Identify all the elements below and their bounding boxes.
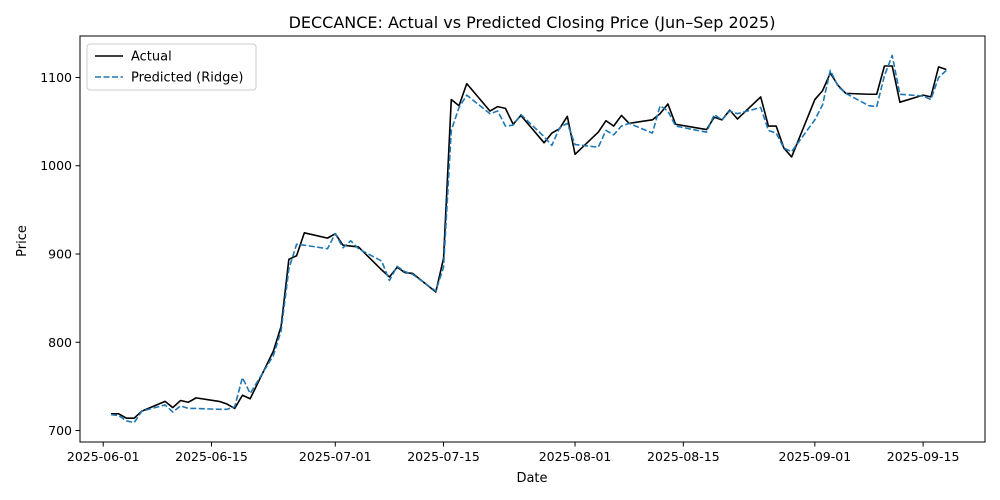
x-tick-label: 2025-08-15 xyxy=(647,449,720,464)
y-tick-label: 700 xyxy=(48,423,72,438)
legend-label: Actual xyxy=(131,50,172,65)
x-tick-label: 2025-07-15 xyxy=(407,449,480,464)
y-tick-label: 1100 xyxy=(40,70,72,85)
y-axis: 700 800 900 1000 1100 xyxy=(40,70,80,438)
x-tick-label: 2025-07-01 xyxy=(299,449,372,464)
chart-title: DECCANCE: Actual vs Predicted Closing Pr… xyxy=(289,13,776,32)
legend-label: Predicted (Ridge) xyxy=(131,71,243,86)
x-tick-label: 2025-09-01 xyxy=(779,449,852,464)
series-line-predicted xyxy=(110,54,947,424)
x-axis: 2025-06-01 2025-06-15 2025-07-01 2025-07-15… xyxy=(67,442,960,464)
legend-box xyxy=(86,43,257,91)
y-tick-label: 1000 xyxy=(40,158,72,173)
y-axis-label: Price xyxy=(15,225,30,257)
plot-series xyxy=(110,54,947,424)
x-tick-label: 2025-06-15 xyxy=(175,449,248,464)
x-tick-label: 2025-09-15 xyxy=(887,449,960,464)
legend: Actual Predicted (Ridge) xyxy=(86,43,257,91)
x-tick-label: 2025-08-01 xyxy=(539,449,612,464)
plot-frame xyxy=(79,35,986,443)
y-tick-label: 900 xyxy=(48,247,72,262)
x-tick-label: 2025-06-01 xyxy=(67,449,140,464)
y-tick-label: 800 xyxy=(48,335,72,350)
x-axis-label: Date xyxy=(516,471,547,486)
